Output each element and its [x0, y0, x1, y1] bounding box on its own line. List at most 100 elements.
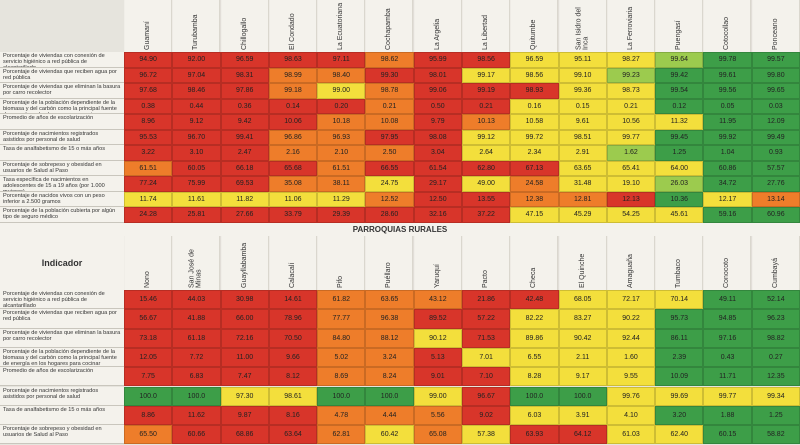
heat-cell: 63.65 [365, 290, 414, 310]
heat-cell: 1.60 [606, 347, 656, 368]
heat-cell: 0.14 [268, 98, 318, 114]
heat-cell: 98.73 [606, 83, 656, 99]
heat-cell: 66.55 [365, 160, 414, 176]
heat-cell: 9.66 [268, 347, 318, 368]
heat-cell: 0.43 [703, 347, 752, 368]
column-header: Pacto [462, 236, 511, 290]
heat-cell: 15.46 [124, 290, 173, 310]
heat-cell: 10.09 [655, 367, 704, 387]
heat-cell: 28.60 [365, 207, 414, 223]
heat-cell: 9.87 [220, 405, 269, 426]
heat-cell: 1.88 [703, 405, 752, 426]
heat-cell: 8.69 [317, 367, 366, 387]
heat-cell: 3.10 [172, 145, 221, 161]
indicator-label: Porcentaje de viviendas con conexión de … [0, 290, 124, 310]
heat-cell: 99.17 [462, 67, 511, 83]
indicator-label: Promedio de años de escolarización [0, 367, 124, 387]
heat-cell: 10.58 [510, 114, 559, 130]
heat-cell: 6.03 [510, 405, 559, 426]
heat-cell: 37.22 [462, 207, 511, 223]
heat-cell: 57.22 [462, 309, 511, 329]
heat-cell: 89.52 [413, 309, 462, 329]
heat-cell: 97.16 [703, 328, 752, 348]
heat-cell: 6.83 [172, 367, 221, 387]
heat-cell: 99.42 [655, 67, 704, 83]
heat-cell: 98.56 [510, 67, 559, 83]
heat-cell: 2.50 [365, 145, 414, 161]
heat-cell: 92.00 [172, 52, 221, 68]
heat-cell: 99.36 [558, 83, 607, 99]
heat-cell: 100.0 [365, 386, 414, 406]
heat-cell: 89.86 [510, 328, 559, 348]
heat-cell: 62.40 [655, 425, 704, 445]
heat-cell: 13.55 [462, 191, 511, 207]
indicator-label: Tasa de analfabetismo de 15 o más años [0, 405, 124, 426]
heat-cell: 11.74 [124, 191, 173, 207]
heat-cell: 9.55 [606, 367, 656, 387]
heat-cell: 9.02 [462, 405, 511, 426]
heat-cell: 99.61 [703, 67, 752, 83]
heat-cell: 10.56 [606, 114, 656, 130]
heat-cell: 19.10 [606, 176, 656, 192]
heat-cell: 62.80 [462, 160, 511, 176]
heat-cell: 42.48 [510, 290, 559, 310]
heat-cell: 63.65 [558, 160, 607, 176]
heat-cell: 95.73 [655, 309, 704, 329]
heat-cell: 65.41 [606, 160, 656, 176]
column-header: Pifo [317, 236, 366, 290]
heat-cell: 65.08 [413, 425, 462, 445]
heat-cell: 43.12 [413, 290, 462, 310]
heat-cell: 95.11 [558, 52, 607, 68]
column-header: Chillogallo [220, 0, 269, 52]
indicator-label: Tasa de analfabetismo de 15 o más años [0, 145, 124, 161]
heat-cell: 99.19 [462, 83, 511, 99]
heat-cell: 63.64 [268, 425, 318, 445]
heat-cell: 11.00 [220, 347, 269, 368]
heat-cell: 3.22 [124, 145, 173, 161]
heat-cell: 99.72 [510, 129, 559, 145]
heat-cell: 2.47 [220, 145, 269, 161]
heat-cell: 4.10 [606, 405, 656, 426]
heat-cell: 12.81 [558, 191, 607, 207]
indicator-label: Porcentaje de nacimientos registrados as… [0, 386, 124, 406]
heat-cell: 99.34 [751, 386, 800, 406]
heat-cell: 96.67 [462, 386, 511, 406]
heat-cell: 99.06 [413, 83, 462, 99]
heat-cell: 45.29 [558, 207, 607, 223]
indicator-label: Porcentaje de viviendas que eliminan la … [0, 83, 124, 99]
heat-cell: 12.50 [413, 191, 462, 207]
heat-cell: 99.77 [703, 386, 752, 406]
heat-cell: 98.01 [413, 67, 462, 83]
heat-cell: 26.03 [655, 176, 704, 192]
heat-cell: 99.10 [558, 67, 607, 83]
heat-cell: 98.27 [606, 52, 656, 68]
column-header: Turubamba [172, 0, 221, 52]
heat-cell: 96.72 [124, 67, 173, 83]
indicator-label: Porcentaje de viviendas con conexión de … [0, 52, 124, 68]
heat-cell: 0.93 [751, 145, 800, 161]
heat-cell: 100.0 [124, 386, 173, 406]
heat-cell: 56.67 [124, 309, 173, 329]
heat-cell: 24.75 [365, 176, 414, 192]
heat-cell: 97.30 [220, 386, 269, 406]
heat-cell: 100.0 [558, 386, 607, 406]
heat-cell: 70.14 [655, 290, 704, 310]
heat-cell: 64.12 [558, 425, 607, 445]
heat-cell: 0.50 [413, 98, 462, 114]
heat-cell: 11.29 [317, 191, 366, 207]
heat-cell: 98.82 [751, 328, 800, 348]
heat-cell: 83.27 [558, 309, 607, 329]
heat-cell: 98.99 [268, 67, 318, 83]
indicator-label: Porcentaje de nacidos vivos con un peso … [0, 191, 124, 207]
indicator-label: Promedio de años de escolarización [0, 114, 124, 130]
heat-cell: 41.88 [172, 309, 221, 329]
indicator-label: Porcentaje de viviendas que eliminan la … [0, 328, 124, 348]
heat-cell: 1.04 [703, 145, 752, 161]
heat-cell: 49.00 [462, 176, 511, 192]
heat-cell: 97.86 [220, 83, 269, 99]
heat-cell: 3.24 [365, 347, 414, 368]
heat-cell: 9.12 [172, 114, 221, 130]
heat-cell: 11.71 [703, 367, 752, 387]
heat-cell: 61.03 [606, 425, 656, 445]
heat-cell: 94.90 [124, 52, 173, 68]
